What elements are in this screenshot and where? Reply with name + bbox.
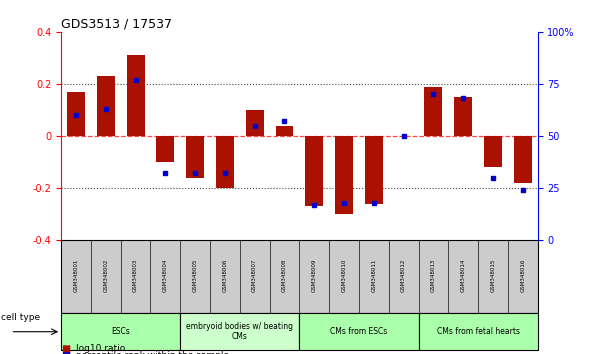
Bar (299, 313, 419, 350)
Text: GSM348006: GSM348006 (222, 258, 227, 292)
Bar (365, 136, 382, 204)
Text: ■: ■ (61, 344, 70, 354)
Text: GSM348010: GSM348010 (342, 258, 346, 292)
Bar (359, 240, 389, 313)
Bar (419, 240, 448, 313)
Bar (419, 313, 538, 350)
Text: GSM348012: GSM348012 (401, 258, 406, 292)
Bar (335, 136, 353, 214)
Text: CMs from ESCs: CMs from ESCs (331, 327, 387, 336)
Text: percentile rank within the sample: percentile rank within the sample (76, 351, 230, 354)
Bar (150, 240, 180, 313)
Text: GSM348007: GSM348007 (252, 258, 257, 292)
Text: GSM348011: GSM348011 (371, 258, 376, 292)
Text: GSM348001: GSM348001 (73, 258, 78, 292)
Text: GSM348015: GSM348015 (491, 258, 496, 292)
Text: GSM348002: GSM348002 (103, 258, 108, 292)
Text: cell type: cell type (1, 313, 40, 322)
Text: GSM348013: GSM348013 (431, 258, 436, 292)
Bar (299, 240, 329, 313)
Text: ESCs: ESCs (111, 327, 130, 336)
Text: GSM348005: GSM348005 (192, 258, 197, 292)
Bar (448, 240, 478, 313)
Bar (180, 313, 299, 350)
Bar (425, 86, 442, 136)
Bar (61, 313, 180, 350)
Bar (186, 136, 204, 178)
Text: ■: ■ (61, 351, 70, 354)
Text: GSM348014: GSM348014 (461, 258, 466, 292)
Bar (97, 76, 115, 136)
Bar (478, 240, 508, 313)
Bar (120, 240, 150, 313)
Text: embryoid bodies w/ beating
CMs: embryoid bodies w/ beating CMs (186, 322, 293, 341)
Text: GSM348016: GSM348016 (521, 258, 525, 292)
Text: log10 ratio: log10 ratio (76, 344, 126, 353)
Text: GSM348004: GSM348004 (163, 258, 168, 292)
Bar (306, 136, 323, 206)
Bar (210, 240, 240, 313)
Bar (91, 240, 120, 313)
Bar (67, 92, 85, 136)
Text: GSM348009: GSM348009 (312, 258, 316, 292)
Bar (484, 136, 502, 167)
Bar (276, 126, 293, 136)
Bar (156, 136, 174, 162)
Bar (329, 240, 359, 313)
Bar (454, 97, 472, 136)
Text: GDS3513 / 17537: GDS3513 / 17537 (61, 18, 172, 31)
Bar (389, 240, 419, 313)
Bar (126, 55, 144, 136)
Bar (246, 110, 263, 136)
Bar (216, 136, 234, 188)
Bar (240, 240, 269, 313)
Bar (269, 240, 299, 313)
Bar (514, 136, 532, 183)
Bar (508, 240, 538, 313)
Bar (180, 240, 210, 313)
Bar (61, 240, 91, 313)
Text: GSM348003: GSM348003 (133, 258, 138, 292)
Text: CMs from fetal hearts: CMs from fetal hearts (437, 327, 519, 336)
Text: GSM348008: GSM348008 (282, 258, 287, 292)
